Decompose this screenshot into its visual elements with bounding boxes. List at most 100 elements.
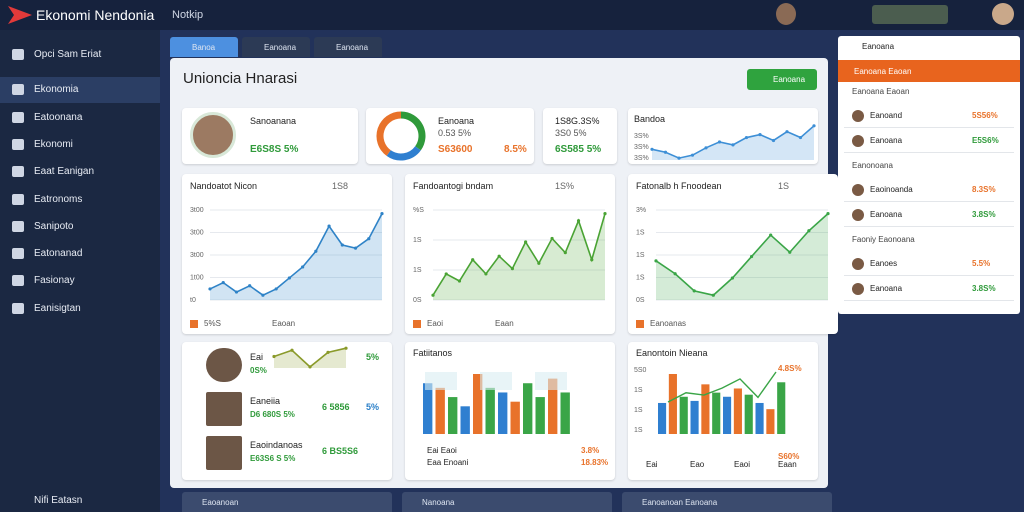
bar-footer: Eaoi [734, 460, 751, 469]
main-panel: Unioncia Hnarasi Eanoana Sanoanana E6S8S … [170, 58, 838, 488]
point [261, 293, 265, 297]
bar-bg [480, 372, 512, 390]
chart [272, 346, 348, 369]
chart: 5S0 1S 1S 1S [634, 367, 786, 434]
axis-label: 3S% [634, 144, 649, 151]
nav-icon [12, 138, 24, 150]
point [769, 233, 773, 237]
row-name: Eanoana [870, 136, 903, 145]
point [510, 266, 514, 271]
axis-label: 3t00 [190, 207, 204, 214]
card-sub: 0.53 5% [438, 128, 472, 138]
chart: 3t00 3t00 3t00 1t00 t0 [190, 207, 384, 304]
point [654, 259, 658, 263]
nav-item[interactable]: Eaat Eanigan [34, 166, 95, 178]
bar [723, 396, 732, 434]
point [353, 246, 358, 250]
toggle[interactable] [872, 5, 948, 24]
chart-card: Nandoatot Nicon 1S8 3t00 3t00 3t00 1t00 t0 5%S E… [182, 174, 392, 334]
list-row[interactable]: Eanoes 5.5% [844, 252, 1014, 276]
nav-icon [12, 49, 24, 60]
list-row[interactable]: Eanoand 5S56% [844, 104, 1014, 128]
nav-item[interactable]: Eatronoms [34, 193, 83, 205]
bar-footer: Eaan [778, 460, 797, 469]
list-row[interactable]: Eaoinoanda 8.3S% [844, 178, 1014, 202]
point [380, 212, 384, 216]
point [290, 348, 294, 352]
row-value: 5.5% [972, 259, 991, 268]
bar [744, 394, 753, 434]
point [208, 287, 212, 291]
bottom-tab[interactable]: Eaoanoan [182, 492, 392, 512]
point [431, 293, 435, 297]
avatar [206, 392, 242, 426]
avatar[interactable] [992, 3, 1014, 25]
point [524, 240, 528, 244]
chart-footer: Eaoi [427, 319, 444, 328]
chart-card: Eanontoin Nieana 5S0 1S 1S 1S 4.8S% S60% Eai Eao… [628, 342, 818, 480]
chart [423, 372, 570, 434]
bar-pct: 18.83% [581, 458, 609, 467]
bar-bg [425, 372, 457, 390]
bottom-tab[interactable]: Eanoanoan Eanoana [622, 492, 832, 512]
summary-card: Eanoana 0.53 5% S63600 8.5% [366, 108, 534, 164]
card-title: Bandoa [634, 114, 666, 124]
subtitle: Notkip [172, 9, 204, 21]
chart-title: Fatonalb h Fnoodean [636, 181, 722, 191]
point [704, 146, 708, 150]
point [344, 346, 348, 350]
list-row[interactable]: Eanoana 3.8S% [844, 277, 1014, 301]
axis-label: 1S [636, 252, 645, 259]
point [717, 140, 722, 144]
nav-item[interactable]: Ekonomia [0, 77, 160, 104]
point [749, 254, 754, 259]
card-value: E6S8S 5% [250, 144, 299, 155]
avatar[interactable] [776, 3, 796, 25]
bar-pct: 4.8S% [778, 364, 802, 373]
point [221, 281, 225, 285]
bottom-tab[interactable]: Nanoana [402, 492, 612, 512]
primary-button[interactable]: Eanoana [747, 69, 817, 90]
chart: 3% 1S 1S 1S 0S [636, 207, 830, 304]
axis-label: 5S0 [634, 367, 647, 374]
point [730, 276, 735, 280]
point [692, 289, 696, 293]
bar [766, 409, 775, 434]
nav-icon [12, 111, 24, 123]
list-row[interactable]: Eanoana 3.8S% [844, 203, 1014, 227]
nav-item[interactable]: Sanipoto [34, 220, 74, 232]
sidebar-footer[interactable]: Nifi Eatasn [34, 495, 83, 506]
right-tab[interactable]: Eanoana [862, 42, 895, 51]
nav-item[interactable]: Ekonomi [34, 138, 73, 150]
avatar [852, 258, 864, 270]
section-title: Eanoana Eaoan [852, 87, 910, 96]
tab[interactable]: Eanoana [314, 37, 382, 57]
legend-entry: Eaa Enoani [427, 458, 469, 467]
nav-item[interactable]: Fasionay [34, 275, 75, 287]
person-value: 6 BS5S6 [322, 446, 359, 456]
person-value: 5% [366, 352, 380, 362]
chart-footer: 5%S [204, 319, 221, 328]
nav-item[interactable]: Opci Sam Eriat [34, 49, 102, 60]
person-name: Eai [250, 352, 264, 362]
avatar [852, 135, 864, 147]
avatar [852, 209, 864, 221]
chart-meta: 1S [778, 181, 790, 191]
axis-label: %S [413, 207, 424, 214]
bar [498, 392, 508, 434]
bar [733, 388, 742, 434]
line [655, 213, 829, 297]
nav-item[interactable]: Eatoonana [34, 111, 83, 123]
point [807, 229, 811, 233]
legend-entry: Eai Eaoi [427, 446, 457, 455]
nav-item[interactable]: Eanisigtan [34, 302, 81, 314]
donut [376, 111, 426, 161]
tab[interactable]: Eanoana [242, 37, 310, 57]
bar-pct: 3.8% [581, 446, 600, 455]
nav-item[interactable]: Eatonanad [34, 248, 83, 260]
bar [523, 383, 533, 434]
axis-label: 1S [413, 267, 422, 274]
list-row[interactable]: Eanoana E5S6% [844, 129, 1014, 153]
tab[interactable]: Banoa [170, 37, 238, 57]
